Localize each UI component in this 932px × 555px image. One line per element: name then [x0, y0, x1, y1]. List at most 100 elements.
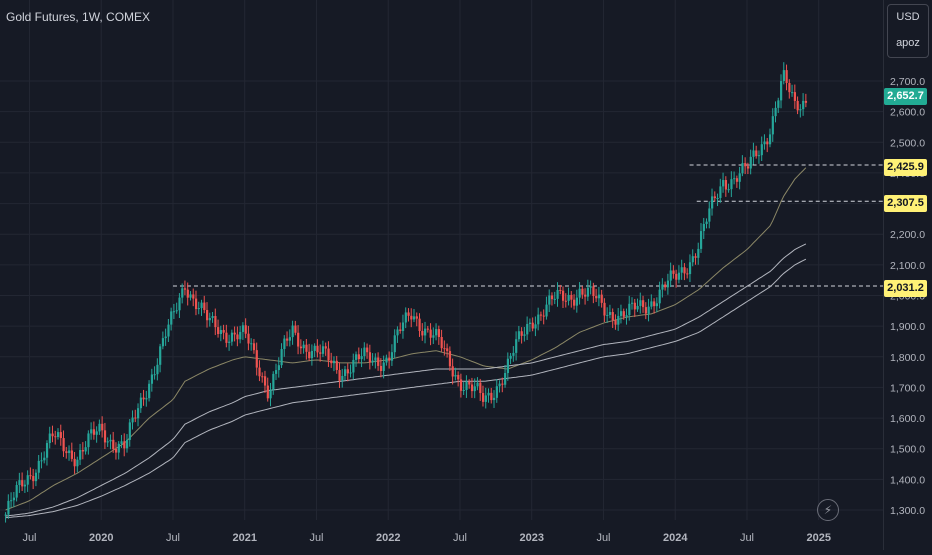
- candle-body: [319, 352, 322, 354]
- candle-body: [208, 318, 211, 321]
- candle-body: [418, 318, 421, 332]
- candle-body: [495, 386, 498, 398]
- candle-body: [324, 346, 327, 349]
- candle-body: [435, 329, 438, 336]
- candle-body: [18, 480, 21, 486]
- candle-body: [217, 327, 220, 335]
- candle-body: [109, 439, 112, 442]
- candle-body: [305, 344, 308, 352]
- candle-body: [606, 314, 609, 316]
- candle-body: [650, 301, 653, 307]
- time-tick-label: 2020: [89, 532, 113, 544]
- candle-body: [65, 451, 68, 454]
- moving-average-line: [5, 167, 807, 511]
- candle-body: [390, 352, 394, 361]
- candle-body: [537, 314, 540, 325]
- candle-body: [619, 311, 623, 316]
- time-tick-label: 2023: [519, 532, 543, 544]
- candle-body: [785, 70, 788, 83]
- candle-body: [564, 300, 567, 302]
- candle-body: [175, 310, 178, 312]
- candle-body: [628, 303, 631, 316]
- current-price-badge: 2,652.7: [884, 88, 927, 105]
- candle-body: [504, 373, 507, 385]
- candle-body: [150, 374, 154, 384]
- candle-body: [454, 374, 457, 377]
- chart-title: Gold Futures, 1W, COMEX: [6, 10, 151, 24]
- candle-body: [70, 450, 73, 459]
- candle-body: [586, 287, 590, 297]
- candle-body: [103, 430, 107, 443]
- candle-body: [625, 315, 628, 317]
- candle-body: [457, 374, 460, 380]
- candle-body: [112, 439, 115, 449]
- candle-body: [357, 354, 360, 360]
- candle-body: [161, 338, 165, 347]
- candle-body: [167, 324, 170, 337]
- candle-body: [393, 335, 396, 353]
- candle-body: [556, 289, 559, 299]
- price-tick-label: 1,300.0: [890, 505, 925, 517]
- candle-body: [137, 408, 140, 419]
- candle-body: [106, 441, 109, 443]
- candle-body: [575, 297, 579, 306]
- candle-body: [531, 322, 534, 329]
- candle-body: [675, 273, 678, 280]
- candle-body: [90, 429, 93, 434]
- candle-body: [131, 417, 134, 423]
- unit-label: apoz: [896, 37, 920, 49]
- time-tick-label: Jul: [740, 532, 754, 544]
- currency-selector[interactable]: USD apoz: [887, 4, 929, 58]
- candle-body: [793, 92, 797, 101]
- candle-body: [172, 311, 176, 313]
- price-tick-label: 2,600.0: [890, 107, 925, 119]
- candle-body: [263, 376, 267, 386]
- candle-body: [7, 500, 10, 515]
- candle-body: [719, 186, 722, 198]
- candle-body: [633, 302, 636, 310]
- candle-body: [95, 431, 98, 435]
- candle-body: [459, 379, 463, 391]
- candle-body: [686, 273, 689, 275]
- price-axis[interactable]: 2,700.02,600.02,500.02,400.02,300.02,200…: [883, 0, 932, 550]
- candle-body: [468, 381, 471, 385]
- candle-body: [802, 100, 805, 110]
- candle-body: [12, 497, 16, 501]
- candle-body: [203, 302, 206, 310]
- level-badge: 2,307.5: [884, 195, 927, 212]
- candle-body: [746, 166, 750, 169]
- candle-body: [385, 357, 388, 363]
- candle-body: [741, 163, 744, 174]
- candle-body: [275, 370, 278, 374]
- flash-icon[interactable]: ⚡: [817, 499, 839, 521]
- time-tick-label: Jul: [22, 532, 36, 544]
- candle-body: [559, 289, 562, 291]
- candle-body: [608, 312, 612, 315]
- time-tick-label: 2022: [376, 532, 400, 544]
- candle-body: [120, 441, 123, 444]
- candle-body: [412, 316, 416, 320]
- candle-body: [189, 294, 192, 298]
- candle-body: [429, 329, 432, 338]
- candle-body: [644, 307, 647, 314]
- candle-body: [432, 335, 435, 338]
- candle-body: [37, 460, 40, 473]
- candle-body: [153, 374, 156, 376]
- candle-body: [51, 433, 54, 437]
- candle-body: [539, 314, 543, 316]
- candle-body: [335, 360, 338, 371]
- candle-body: [139, 397, 142, 409]
- price-tick-label: 2,100.0: [890, 260, 925, 272]
- candle-body: [197, 308, 200, 310]
- candle-body: [338, 370, 341, 381]
- candle-body: [349, 372, 352, 374]
- candle-body: [614, 320, 617, 325]
- candle-body: [178, 297, 181, 311]
- candle-body: [757, 155, 761, 157]
- candle-body: [181, 288, 184, 298]
- candle-body: [688, 262, 692, 275]
- candle-body: [10, 500, 13, 502]
- candle-body: [664, 284, 667, 288]
- candle-body: [352, 359, 355, 373]
